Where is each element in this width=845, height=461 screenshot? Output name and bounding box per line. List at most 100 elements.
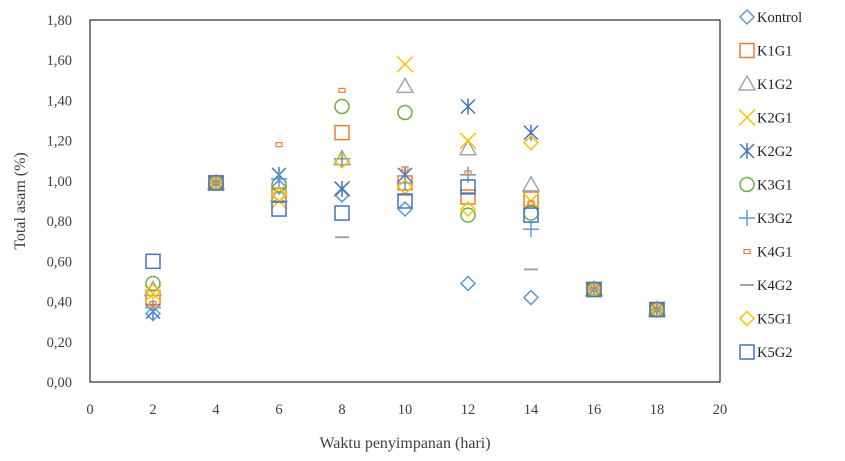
legend-label: K5G2 [757, 345, 792, 361]
data-point [149, 300, 157, 307]
legend-marker [737, 74, 757, 91]
legend-marker [739, 344, 755, 360]
data-point [527, 200, 535, 206]
data-point [401, 166, 409, 172]
x-tick-label: 2 [149, 402, 156, 418]
data-point [334, 180, 350, 197]
data-point [460, 98, 476, 115]
data-point [397, 104, 413, 121]
y-tick-label: 0,20 [47, 335, 72, 351]
y-axis-ticks: 0,00 0,20 0,40 0,60 0,80 1,00 1,20 1,40 1,60 1,80 [47, 13, 72, 391]
data-point [523, 221, 539, 238]
legend-label: K4G2 [757, 278, 792, 294]
data-point [522, 134, 540, 151]
data-points [143, 55, 667, 322]
legend-marker [738, 8, 756, 26]
x-axis-title: Waktu penyimpanan (hari) [319, 435, 490, 452]
data-point [460, 189, 476, 205]
data-point [649, 301, 665, 318]
legend-item: K1G1 [739, 42, 792, 60]
y-tick-label: 0,60 [47, 254, 72, 270]
y-tick-label: 1,00 [47, 174, 72, 190]
legend-label: K2G2 [757, 144, 792, 160]
legend-label: Kontrol [757, 10, 802, 26]
data-point [459, 275, 477, 292]
data-point [271, 201, 287, 217]
data-point [334, 98, 350, 115]
data-point [523, 207, 539, 223]
data-point [586, 281, 602, 298]
legend-label: K1G1 [757, 44, 792, 60]
data-point [144, 283, 162, 300]
data-point [395, 76, 415, 94]
legend-label: K5G1 [757, 312, 792, 328]
data-point [397, 174, 413, 191]
legend-item: K3G2 [739, 210, 792, 227]
y-tick-label: 1,40 [47, 93, 72, 109]
legend-marker [743, 248, 751, 255]
data-point [334, 124, 350, 141]
y-tick-label: 0,00 [47, 375, 72, 391]
legend-marker [739, 143, 755, 159]
legend-item: K2G1 [738, 108, 792, 127]
data-point [460, 207, 476, 223]
data-point [397, 193, 413, 209]
data-point [522, 289, 540, 306]
y-tick-label: 1,20 [47, 134, 72, 150]
y-tick-label: 1,60 [47, 53, 72, 69]
y-axis-title: Total asam (%) [12, 152, 29, 250]
x-tick-label: 4 [212, 402, 220, 418]
legend-item: K1G2 [737, 74, 792, 93]
y-tick-label: 1,80 [47, 13, 72, 29]
legend-marker [739, 42, 755, 59]
data-point [396, 55, 414, 73]
data-point [458, 139, 478, 156]
data-point [459, 132, 477, 150]
data-point [333, 152, 351, 169]
data-point [464, 170, 472, 176]
legend-marker [739, 176, 755, 193]
data-point [145, 253, 161, 270]
x-tick-label: 18 [650, 402, 665, 418]
legend-item: K5G2 [739, 344, 792, 361]
data-point [208, 175, 224, 191]
x-tick-label: 8 [338, 402, 345, 418]
x-tick-label: 14 [524, 402, 539, 418]
legend-marker [738, 310, 756, 327]
legend-item: K5G1 [738, 310, 792, 328]
data-point [523, 124, 539, 141]
legend-label: K3G1 [757, 178, 792, 194]
legend-item: K3G1 [739, 176, 792, 194]
x-tick-label: 0 [86, 402, 93, 418]
legend-item: Kontrol [738, 8, 802, 26]
series-k5g2 [145, 175, 665, 318]
data-point [460, 179, 476, 195]
legend-marker [739, 210, 755, 226]
x-axis-ticks: 0 2 4 6 8 10 12 14 16 18 20 [86, 402, 727, 418]
legend-label: K1G2 [757, 77, 792, 93]
x-tick-label: 12 [461, 402, 476, 418]
y-tick-label: 0,80 [47, 214, 72, 230]
data-point [334, 205, 350, 221]
data-point [396, 200, 414, 218]
data-point [275, 142, 283, 148]
x-tick-label: 10 [398, 402, 413, 418]
legend-label: K2G1 [757, 111, 792, 127]
data-point [338, 87, 346, 93]
y-tick-label: 0,40 [47, 295, 72, 311]
x-tick-label: 16 [587, 402, 602, 418]
legend-item: K4G1 [743, 245, 792, 261]
legend: Kontrol K1G1 K1G2 K2G1 K2G2 K3G1 K3G2 K4G1 K4G2 K… [737, 8, 802, 361]
legend-label: K3G2 [757, 211, 792, 227]
legend-item: K2G2 [739, 143, 792, 160]
legend-marker [738, 108, 756, 127]
x-tick-label: 20 [713, 402, 728, 418]
data-point [521, 175, 541, 192]
data-point [459, 200, 477, 218]
data-point [144, 305, 162, 322]
x-tick-label: 6 [275, 402, 282, 418]
data-point [270, 178, 288, 195]
legend-label: K4G1 [757, 245, 792, 261]
data-point [271, 170, 287, 187]
